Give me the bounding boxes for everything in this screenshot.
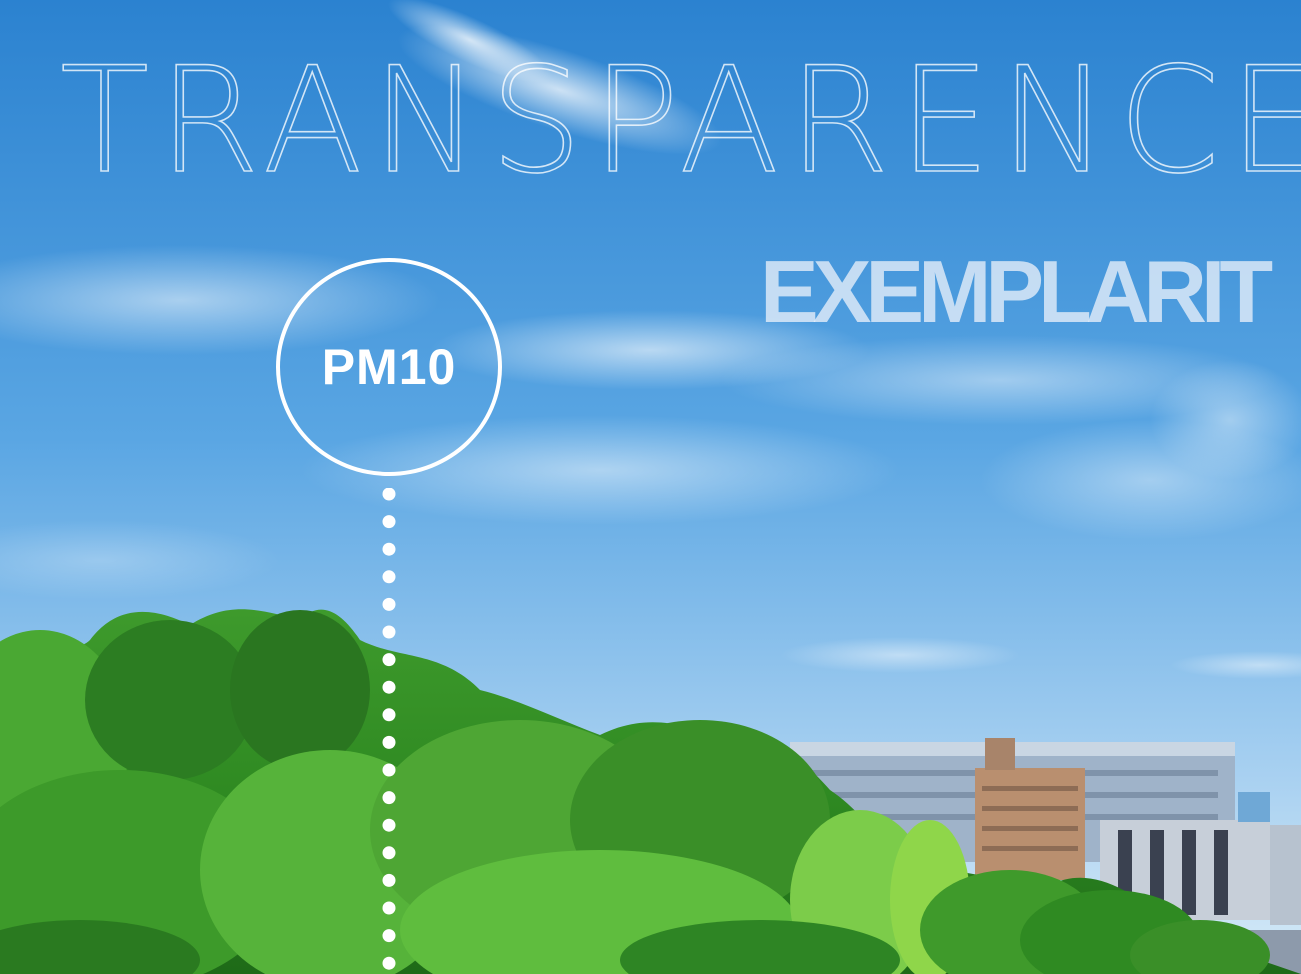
dot: [382, 708, 396, 722]
tree-canopy: [0, 609, 1301, 974]
dot: [382, 791, 396, 805]
dot: [382, 956, 396, 970]
dot: [382, 735, 396, 749]
dot: [382, 653, 396, 667]
headline-transparence: TRANSPARENCE: [59, 36, 1301, 206]
dot: [382, 901, 396, 915]
headline-exemplarite: EXEMPLARIT: [760, 242, 1273, 341]
dot: [382, 929, 396, 943]
pm10-label: PM10: [321, 339, 457, 395]
dot: [382, 542, 396, 556]
dot: [382, 680, 396, 694]
dot: [382, 570, 396, 584]
dot: [382, 763, 396, 777]
dot: [382, 515, 396, 529]
dot: [382, 488, 396, 501]
clouds: [0, 0, 1301, 679]
pm10-marker[interactable]: PM10: [276, 258, 502, 476]
dot: [382, 873, 396, 887]
dot: [382, 818, 396, 832]
dot: [382, 625, 396, 639]
dotted-vertical-line-icon: [382, 488, 396, 970]
dot: [382, 846, 396, 860]
dot: [382, 597, 396, 611]
city-buildings: [790, 738, 1301, 974]
